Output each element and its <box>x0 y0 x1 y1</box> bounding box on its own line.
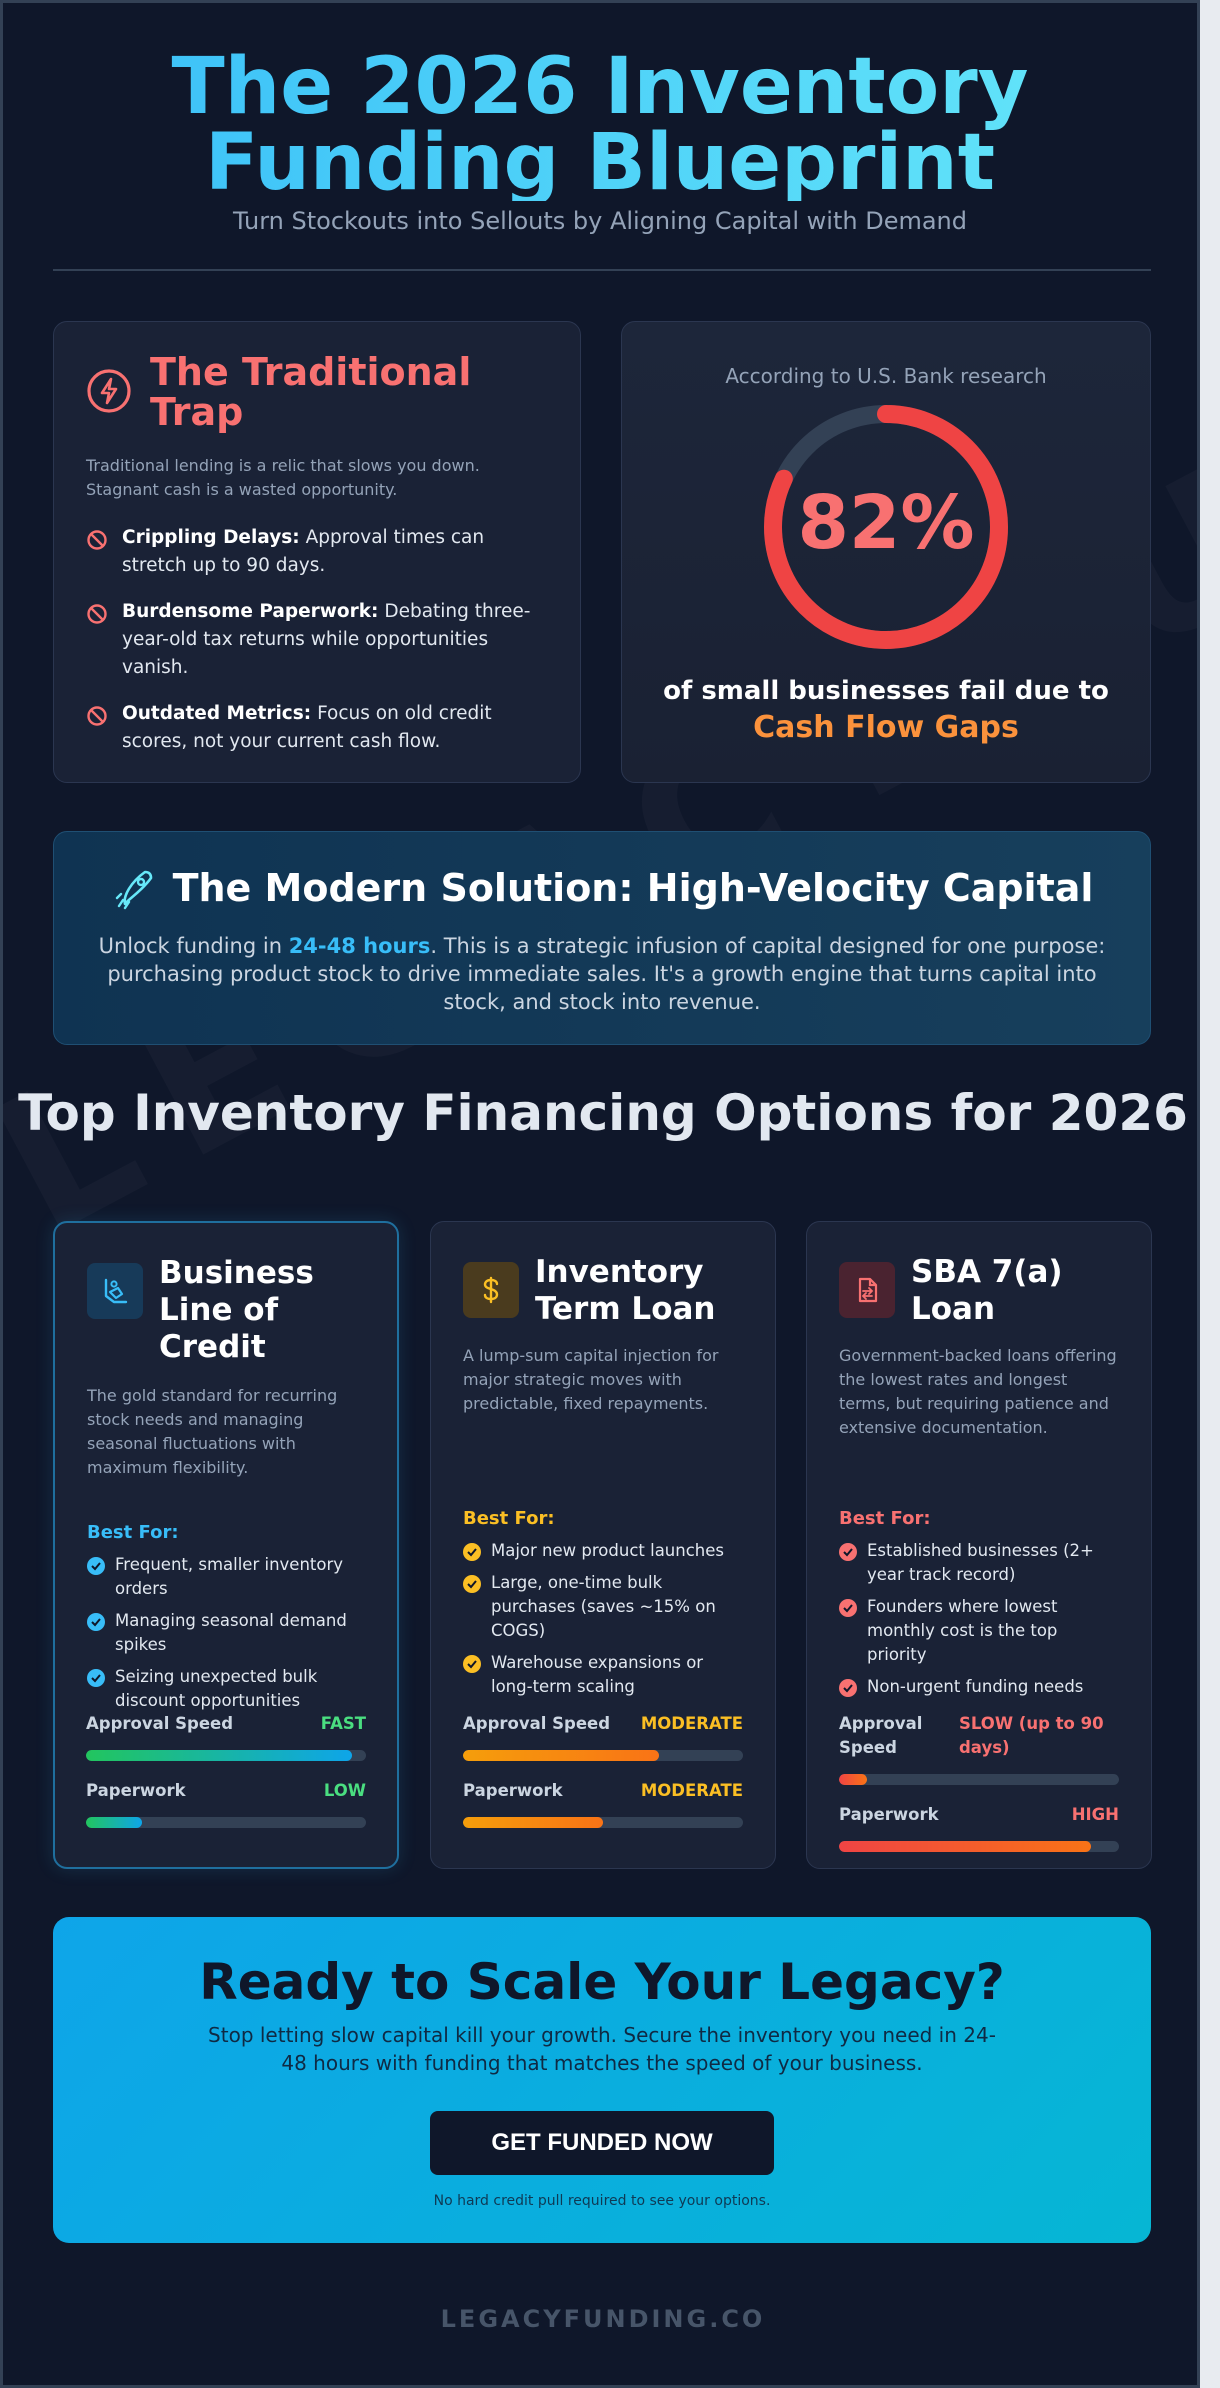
paperwork-bar <box>839 1841 1119 1852</box>
cta-subtitle: Stop letting slow capital kill your grow… <box>208 2023 996 2075</box>
best-for-list: Established businesses (2+ year track re… <box>839 1539 1119 1699</box>
hand-coins-icon <box>87 1263 143 1319</box>
check-circle-icon <box>839 1679 857 1697</box>
option-title: Business Line of Credit <box>159 1255 314 1365</box>
option-description: Government-backed loans offering the low… <box>839 1346 1117 1437</box>
gauge-arc <box>764 405 1008 649</box>
list-item: Frequent, smaller inventory orders <box>87 1553 365 1601</box>
paperwork-bar <box>463 1817 743 1828</box>
option-card-sba-loan: SBA 7(a) Loan Government-backed loans of… <box>806 1221 1152 1869</box>
title-line-1: The 2026 Inventory <box>171 42 1029 132</box>
trap-item-bold: Burdensome Paperwork: <box>122 601 379 622</box>
option-card-line-of-credit: Business Line of Credit The gold standar… <box>53 1221 399 1869</box>
modern-solution-banner: The Modern Solution: High-Velocity Capit… <box>53 831 1151 1045</box>
page-subtitle: Turn Stockouts into Sellouts by Aligning… <box>232 207 967 235</box>
list-item: Seizing unexpected bulk discount opportu… <box>87 1665 365 1713</box>
trap-title: The Traditional Trap <box>150 350 472 434</box>
approval-speed-bar <box>463 1750 743 1761</box>
list-item: Large, one-time bulk purchases (saves ~1… <box>463 1571 743 1643</box>
file-transfer-icon <box>839 1262 895 1318</box>
percent-gauge: 82% <box>761 402 1011 652</box>
option-description: The gold standard for recurring stock ne… <box>87 1386 338 1477</box>
header: The 2026 Inventory Funding Blueprint Tur… <box>3 3 1197 235</box>
paperwork-metric: Paperwork HIGH <box>839 1805 1119 1824</box>
check-circle-icon <box>87 1557 105 1575</box>
options-section-title: Top Inventory Financing Options for 2026 <box>18 1084 1188 1142</box>
list-item: Warehouse expansions or long-term scalin… <box>463 1651 743 1699</box>
best-for-list: Frequent, smaller inventory orders Manag… <box>87 1553 365 1713</box>
check-circle-icon <box>463 1575 481 1593</box>
paperwork-metric: Paperwork MODERATE <box>463 1781 743 1800</box>
list-item: Major new product launches <box>463 1539 743 1563</box>
list-item: Founders where lowest monthly cost is th… <box>839 1595 1119 1667</box>
best-for-label: Best For: <box>463 1508 555 1529</box>
rocket-icon <box>115 870 152 910</box>
best-for-label: Best For: <box>87 1522 179 1543</box>
statistic-card: According to U.S. Bank research 82% of s… <box>621 321 1151 783</box>
check-circle-icon <box>87 1669 105 1687</box>
check-circle-icon <box>463 1655 481 1673</box>
list-item: Burdensome Paperwork: Debating three-yea… <box>86 598 548 682</box>
footer-brand: LEGACYFUNDING.CO <box>440 2305 766 2333</box>
approval-speed-bar <box>839 1774 1119 1785</box>
list-item: Managing seasonal demand spikes <box>87 1609 365 1657</box>
option-title: Inventory Term Loan <box>535 1254 716 1327</box>
list-item: Established businesses (2+ year track re… <box>839 1539 1119 1587</box>
list-item: Outdated Metrics: Focus on old credit sc… <box>86 700 548 756</box>
lightning-circle-icon <box>87 369 131 413</box>
dollar-sign-icon <box>463 1262 519 1318</box>
ban-icon <box>87 530 107 550</box>
trap-item-bold: Crippling Delays: <box>122 527 300 548</box>
approval-speed-metric: Approval Speed SLOW (up to 90 days) <box>839 1714 1104 1757</box>
best-for-label: Best For: <box>839 1508 931 1529</box>
check-circle-icon <box>839 1599 857 1617</box>
title-line-2: Funding Blueprint <box>204 118 996 208</box>
page-title: The 2026 Inventory Funding Blueprint <box>3 49 1197 201</box>
ban-icon <box>87 604 107 624</box>
option-description: A lump-sum capital injection for major s… <box>463 1346 719 1413</box>
best-for-list: Major new product launches Large, one-ti… <box>463 1539 743 1699</box>
trap-description: Traditional lending is a relic that slow… <box>86 456 480 499</box>
cta-title: Ready to Scale Your Legacy? <box>199 1953 1005 2011</box>
check-circle-icon <box>839 1543 857 1561</box>
option-card-term-loan: Inventory Term Loan A lump-sum capital i… <box>430 1221 776 1869</box>
cta-banner: Ready to Scale Your Legacy? Stop letting… <box>53 1917 1151 2243</box>
stat-highlight: Cash Flow Gaps <box>753 710 1019 745</box>
approval-speed-bar <box>86 1750 366 1761</box>
check-circle-icon <box>87 1613 105 1631</box>
check-circle-icon <box>463 1543 481 1561</box>
approval-speed-metric: Approval Speed FAST <box>86 1714 366 1733</box>
paperwork-bar <box>86 1817 366 1828</box>
stat-source: According to U.S. Bank research <box>725 364 1047 388</box>
trap-item-text: Debating three-year-old tax returns whil… <box>122 601 531 678</box>
solution-highlight: 24-48 hours <box>288 934 431 958</box>
ban-icon <box>87 706 107 726</box>
get-funded-button[interactable]: GET FUNDED NOW <box>430 2111 774 2175</box>
trap-item-text: Focus on old credit scores, not your cur… <box>122 703 492 752</box>
traditional-trap-card: The Traditional Trap Traditional lending… <box>53 321 581 783</box>
solution-title: The Modern Solution: High-Velocity Capit… <box>172 866 1094 910</box>
cta-note: No hard credit pull required to see your… <box>433 2193 771 2209</box>
list-item: Non-urgent funding needs <box>839 1675 1119 1699</box>
stat-value: 82% <box>797 480 975 566</box>
trap-item-text: Approval times can stretch up to 90 days… <box>122 527 485 576</box>
trap-list: Crippling Delays: Approval times can str… <box>86 524 548 756</box>
solution-body: Unlock funding in 24-48 hours. This is a… <box>98 934 1106 1014</box>
option-title: SBA 7(a) Loan <box>911 1254 1063 1327</box>
paperwork-metric: Paperwork LOW <box>86 1781 366 1800</box>
list-item: Crippling Delays: Approval times can str… <box>86 524 548 580</box>
approval-speed-metric: Approval Speed MODERATE <box>463 1714 743 1733</box>
header-divider <box>53 269 1151 271</box>
stat-text: of small businesses fail due to <box>663 676 1109 706</box>
trap-item-bold: Outdated Metrics: <box>122 703 312 724</box>
